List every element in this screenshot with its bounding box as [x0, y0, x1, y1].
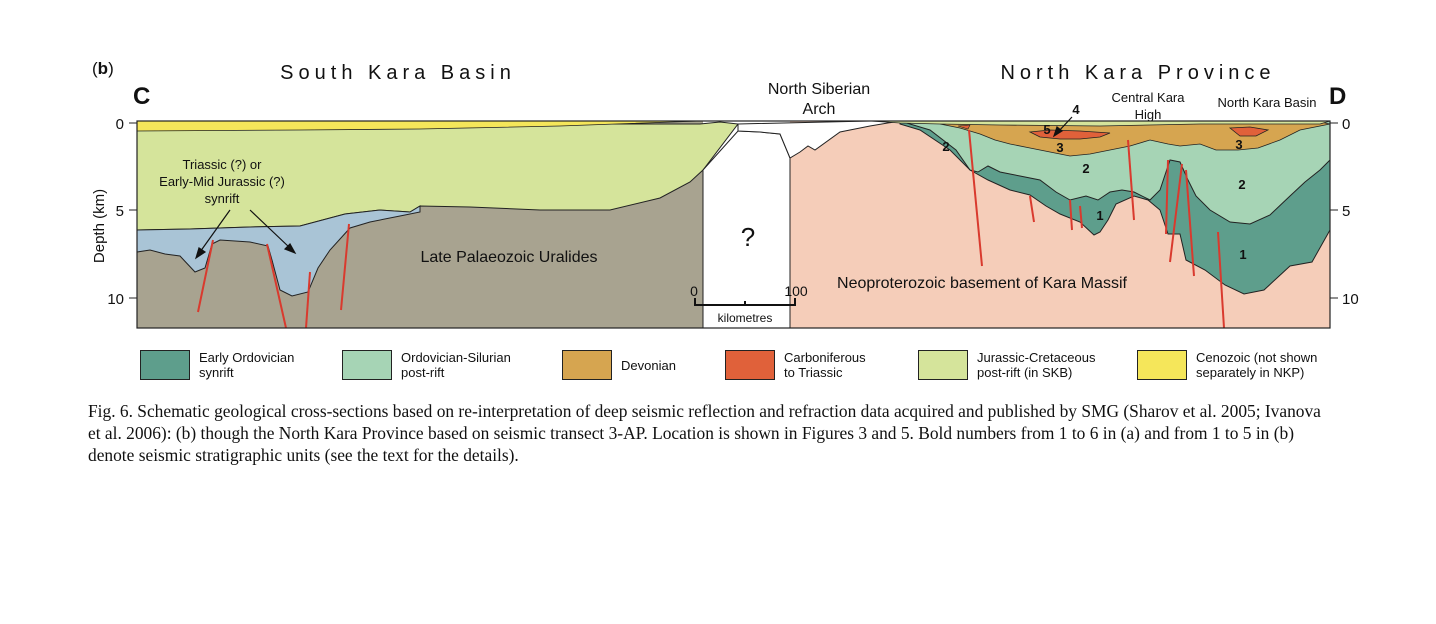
figure-caption: Fig. 6. Schematic geological cross-secti…: [88, 401, 1321, 465]
unit-number: 1: [1096, 208, 1103, 223]
scale-bar: [694, 298, 796, 306]
depth-tick-5-right: 5: [1342, 203, 1350, 220]
depth-tick-0-right: 0: [1342, 116, 1350, 133]
legend-item-early-ordovician: Early Ordovician synrift: [140, 346, 294, 384]
fault-line: [266, 243, 287, 329]
central-high-line1: Central Kara: [1112, 90, 1186, 105]
south-kara-basin-title: South Kara Basin: [280, 62, 516, 84]
panel-label: (b): [92, 59, 114, 78]
fault-line: [1069, 199, 1073, 231]
section-frame: [136, 120, 1331, 329]
fault-line: [968, 129, 983, 267]
geological-cross-section: (b) South Kara Basin North Kara Province…: [91, 59, 1359, 329]
central-high-line2: High: [1135, 107, 1162, 122]
legend-swatch: [342, 350, 392, 380]
basement-label: Neoproterozoic basement of Kara Massif: [837, 275, 1127, 292]
nkp-top-mantle: [869, 120, 1331, 127]
legend-label: Devonian: [621, 357, 676, 373]
legend-label: Jurassic-Cretaceous post-rift (in SKB): [977, 350, 1096, 380]
legend: Early Ordovician synrift Ordovician-Silu…: [140, 346, 1350, 386]
unit-number: 5: [1043, 122, 1050, 137]
unit-number: 4: [1072, 102, 1080, 117]
legend-swatch: [562, 350, 612, 380]
synrift-label-line1: Triassic (?) or: [183, 157, 263, 172]
arch-label-line1: North Siberian: [768, 81, 870, 98]
uralides-label: Late Palaeozoic Uralides: [421, 249, 598, 266]
unit-number: 2: [1238, 177, 1245, 192]
fault-line: [1217, 231, 1225, 329]
fault-line: [1079, 205, 1083, 229]
fault-line: [1127, 139, 1135, 221]
unit-number: 3: [1056, 140, 1063, 155]
carboniferous-triassic-layer-east: [1228, 126, 1270, 137]
fault-lines: [197, 129, 1225, 329]
unit-number: 3: [1235, 137, 1242, 152]
legend-item-cenozoic: Cenozoic (not shown separately in NKP): [1137, 346, 1317, 384]
scale-start: 0: [690, 283, 698, 299]
unit-number: 2: [1082, 161, 1089, 176]
legend-swatch: [1137, 350, 1187, 380]
legend-label: Cenozoic (not shown separately in NKP): [1196, 350, 1318, 380]
legend-item-devonian: Devonian: [562, 346, 676, 384]
fault-line: [1165, 159, 1169, 235]
end-label-c: C: [133, 83, 150, 110]
unknown-label: ?: [741, 222, 755, 252]
north-kara-province-title: North Kara Province: [1000, 62, 1275, 84]
legend-label: Carboniferous to Triassic: [784, 350, 866, 380]
legend-label: Early Ordovician synrift: [199, 350, 295, 380]
synrift-label-line2: Early-Mid Jurassic (?): [159, 174, 285, 189]
legend-swatch: [725, 350, 775, 380]
legend-item-jurassic-cretaceous: Jurassic-Cretaceous post-rift (in SKB): [918, 346, 1096, 384]
north-kara-basin-label: North Kara Basin: [1218, 95, 1317, 110]
unit-number: 2: [942, 139, 949, 154]
left-depth-axis: [129, 122, 1338, 299]
unit-4-arrow: [1052, 116, 1073, 138]
synrift-arrows: [194, 209, 297, 260]
synrift-label-line3: synrift: [205, 191, 240, 206]
depth-tick-5-left: 5: [116, 203, 124, 220]
fault-line: [197, 239, 214, 313]
unit-number: 1: [1239, 247, 1246, 262]
arch-label-line2: Arch: [803, 101, 836, 118]
legend-swatch: [140, 350, 190, 380]
y-axis-label: Depth (km): [91, 189, 108, 263]
depth-tick-10-left: 10: [107, 291, 124, 308]
fault-line: [1185, 169, 1195, 277]
legend-swatch: [918, 350, 968, 380]
carboniferous-triassic-layer-west: [957, 124, 971, 130]
legend-label: Ordovician-Silurian post-rift: [401, 350, 511, 380]
depth-tick-10-right: 10: [1342, 291, 1359, 308]
fault-line: [1029, 195, 1035, 223]
fault-line: [305, 271, 311, 329]
legend-item-carboniferous-triassic: Carboniferous to Triassic: [725, 346, 866, 384]
fault-line: [340, 223, 350, 311]
legend-item-ordovician-silurian: Ordovician-Silurian post-rift: [342, 346, 511, 384]
fault-line: [1169, 163, 1183, 263]
scale-unit: kilometres: [718, 311, 773, 325]
depth-tick-0-left: 0: [116, 116, 124, 133]
scale-end: 100: [784, 283, 808, 299]
end-label-d: D: [1329, 83, 1346, 110]
